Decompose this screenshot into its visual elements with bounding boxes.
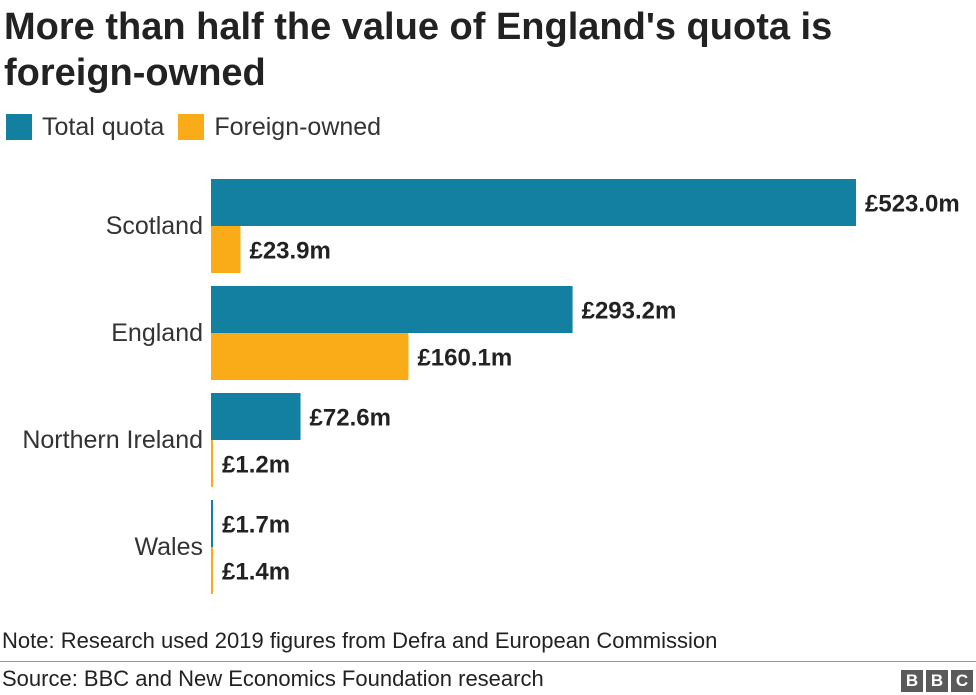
- bbc-logo: B B C: [898, 670, 973, 692]
- bar-total-quota: [211, 179, 856, 226]
- category-label: Northern Ireland: [22, 426, 203, 454]
- data-label-total-quota: £1.7m: [222, 512, 290, 539]
- legend-label-foreign: Foreign-owned: [214, 112, 382, 141]
- bar-total-quota: [211, 500, 214, 547]
- bbc-logo-letter-2: B: [926, 670, 948, 692]
- data-label-total-quota: £523.0m: [865, 191, 960, 218]
- data-label-foreign-owned: £160.1m: [417, 345, 512, 372]
- bar-total-quota: [211, 286, 573, 333]
- bbc-logo-letter-3: C: [951, 670, 973, 692]
- bar-foreign-owned: [211, 226, 241, 273]
- legend-label-total: Total quota: [42, 112, 165, 141]
- legend-swatch-total: [6, 114, 32, 140]
- chart-title: More than half the value of England's qu…: [4, 6, 833, 94]
- legend-item-foreign: Foreign-owned: [178, 113, 381, 142]
- footer-divider: [0, 661, 976, 662]
- legend-swatch-foreign: [178, 114, 205, 140]
- data-label-foreign-owned: £1.4m: [222, 559, 290, 586]
- bar-foreign-owned: [211, 333, 409, 380]
- bbc-logo-letter-1: B: [901, 670, 923, 692]
- category-label: England: [111, 319, 203, 347]
- data-label-foreign-owned: £23.9m: [249, 238, 330, 265]
- chart-source: Source: BBC and New Economics Foundation…: [2, 666, 544, 691]
- category-label: Scotland: [106, 212, 203, 240]
- data-label-total-quota: £293.2m: [582, 298, 677, 325]
- chart-note: Note: Research used 2019 figures from De…: [2, 628, 718, 653]
- data-label-total-quota: £72.6m: [310, 405, 391, 432]
- legend: Total quota Foreign-owned: [6, 112, 395, 142]
- data-label-foreign-owned: £1.2m: [222, 452, 290, 479]
- bar-foreign-owned: [211, 440, 213, 487]
- bar-foreign-owned: [211, 547, 213, 594]
- category-label: Wales: [134, 533, 203, 561]
- bar-total-quota: [211, 393, 301, 440]
- bar-chart: Scotland £523.0m £23.9m England £293.2m £160.…: [22, 179, 960, 594]
- legend-item-total: Total quota: [6, 113, 164, 142]
